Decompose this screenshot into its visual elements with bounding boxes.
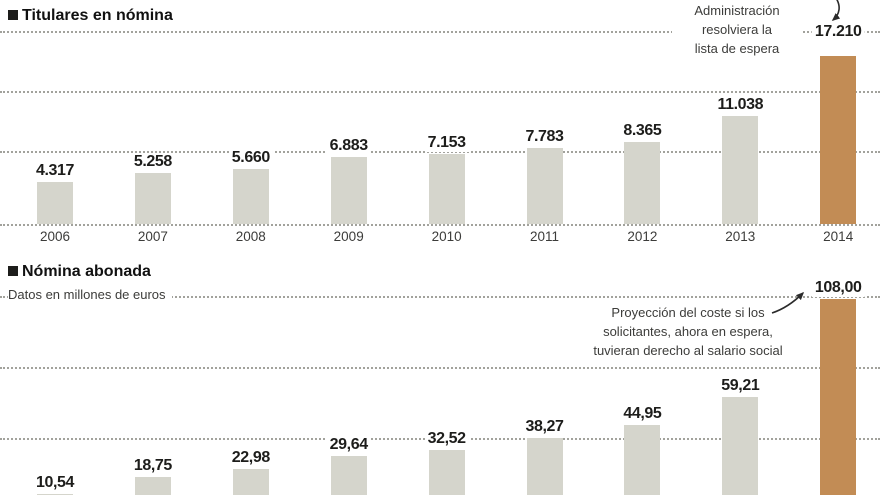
annotation-line: resolviera la bbox=[701, 22, 773, 37]
bar bbox=[330, 456, 367, 495]
x-tick-label: 2012 bbox=[627, 229, 658, 244]
x-tick-label: 2010 bbox=[431, 229, 462, 244]
chart1-title: Titulares en nómina bbox=[8, 6, 179, 25]
chart2-annotation: Proyección del coste si los solicitantes… bbox=[570, 303, 806, 360]
bar-value-label: 59,21 bbox=[718, 377, 763, 395]
arrow-icon bbox=[831, 0, 841, 21]
bar-highlighted bbox=[820, 56, 857, 224]
bar-value-label: 10,54 bbox=[32, 474, 78, 492]
x-tick-label: 2011 bbox=[529, 229, 560, 244]
bar-value-label: 7.783 bbox=[522, 128, 567, 146]
bar-value-label: 44,95 bbox=[620, 405, 665, 423]
bar-value-label: 108,00 bbox=[811, 279, 865, 297]
gridline bbox=[0, 91, 880, 93]
bar bbox=[722, 397, 759, 495]
gridline bbox=[0, 151, 880, 153]
x-tick-label: 2008 bbox=[235, 229, 266, 244]
square-bullet-icon bbox=[8, 10, 18, 20]
gridline bbox=[0, 31, 880, 33]
bar bbox=[232, 169, 269, 224]
gridline bbox=[0, 224, 880, 226]
annotation-line: Administración bbox=[694, 3, 780, 18]
bar bbox=[624, 425, 661, 495]
bar-value-label: 11.038 bbox=[714, 96, 767, 114]
chart1-annotation: Administración resolviera la lista de es… bbox=[672, 1, 802, 58]
bar bbox=[526, 438, 563, 495]
annotation-line: lista de espera bbox=[694, 41, 780, 56]
bar-value-label: 5.258 bbox=[130, 153, 175, 171]
bar-value-label: 22,98 bbox=[228, 449, 273, 467]
bar bbox=[330, 157, 367, 224]
bar-value-label: 8.365 bbox=[620, 122, 665, 140]
annotation-line: solicitantes, ahora en espera, bbox=[603, 324, 773, 339]
bar bbox=[134, 477, 171, 495]
x-tick-label: 2009 bbox=[333, 229, 364, 244]
x-tick-label: 2007 bbox=[137, 229, 168, 244]
bar-value-label: 7.153 bbox=[424, 134, 469, 152]
bar bbox=[134, 173, 171, 224]
gridline bbox=[0, 296, 880, 298]
x-tick-label: 2014 bbox=[823, 229, 854, 244]
chart2-subtitle: Datos en millones de euros bbox=[8, 287, 172, 303]
bar-value-label: 4.317 bbox=[32, 162, 78, 180]
chart2-title: Nómina abonada bbox=[8, 262, 157, 281]
bar-value-label: 32,52 bbox=[424, 430, 469, 448]
x-tick-label: 2013 bbox=[725, 229, 756, 244]
bar bbox=[722, 116, 759, 224]
bar bbox=[428, 450, 465, 495]
x-tick-label: 2006 bbox=[39, 229, 71, 244]
annotation-line: tuvieran derecho al salario social bbox=[593, 343, 783, 358]
square-bullet-icon bbox=[8, 266, 18, 276]
chart1-title-text: Titulares en nómina bbox=[22, 7, 173, 24]
bar bbox=[37, 182, 73, 224]
bar bbox=[624, 142, 661, 224]
bar bbox=[428, 154, 465, 224]
chart2-title-text: Nómina abonada bbox=[22, 263, 151, 280]
gridline bbox=[0, 367, 880, 369]
bar-value-label: 18,75 bbox=[130, 457, 175, 475]
arrow-icon bbox=[771, 291, 805, 314]
bar-value-label: 17.210 bbox=[811, 23, 865, 41]
annotation-line: Proyección del coste si los bbox=[611, 305, 765, 320]
bar-highlighted bbox=[820, 299, 857, 495]
bar-value-label: 6.883 bbox=[326, 137, 371, 155]
bar-value-label: 29,64 bbox=[326, 436, 371, 454]
bar-value-label: 5.660 bbox=[228, 149, 273, 167]
bar bbox=[232, 469, 269, 495]
bar-value-label: 38,27 bbox=[522, 418, 567, 436]
bar bbox=[526, 148, 563, 224]
